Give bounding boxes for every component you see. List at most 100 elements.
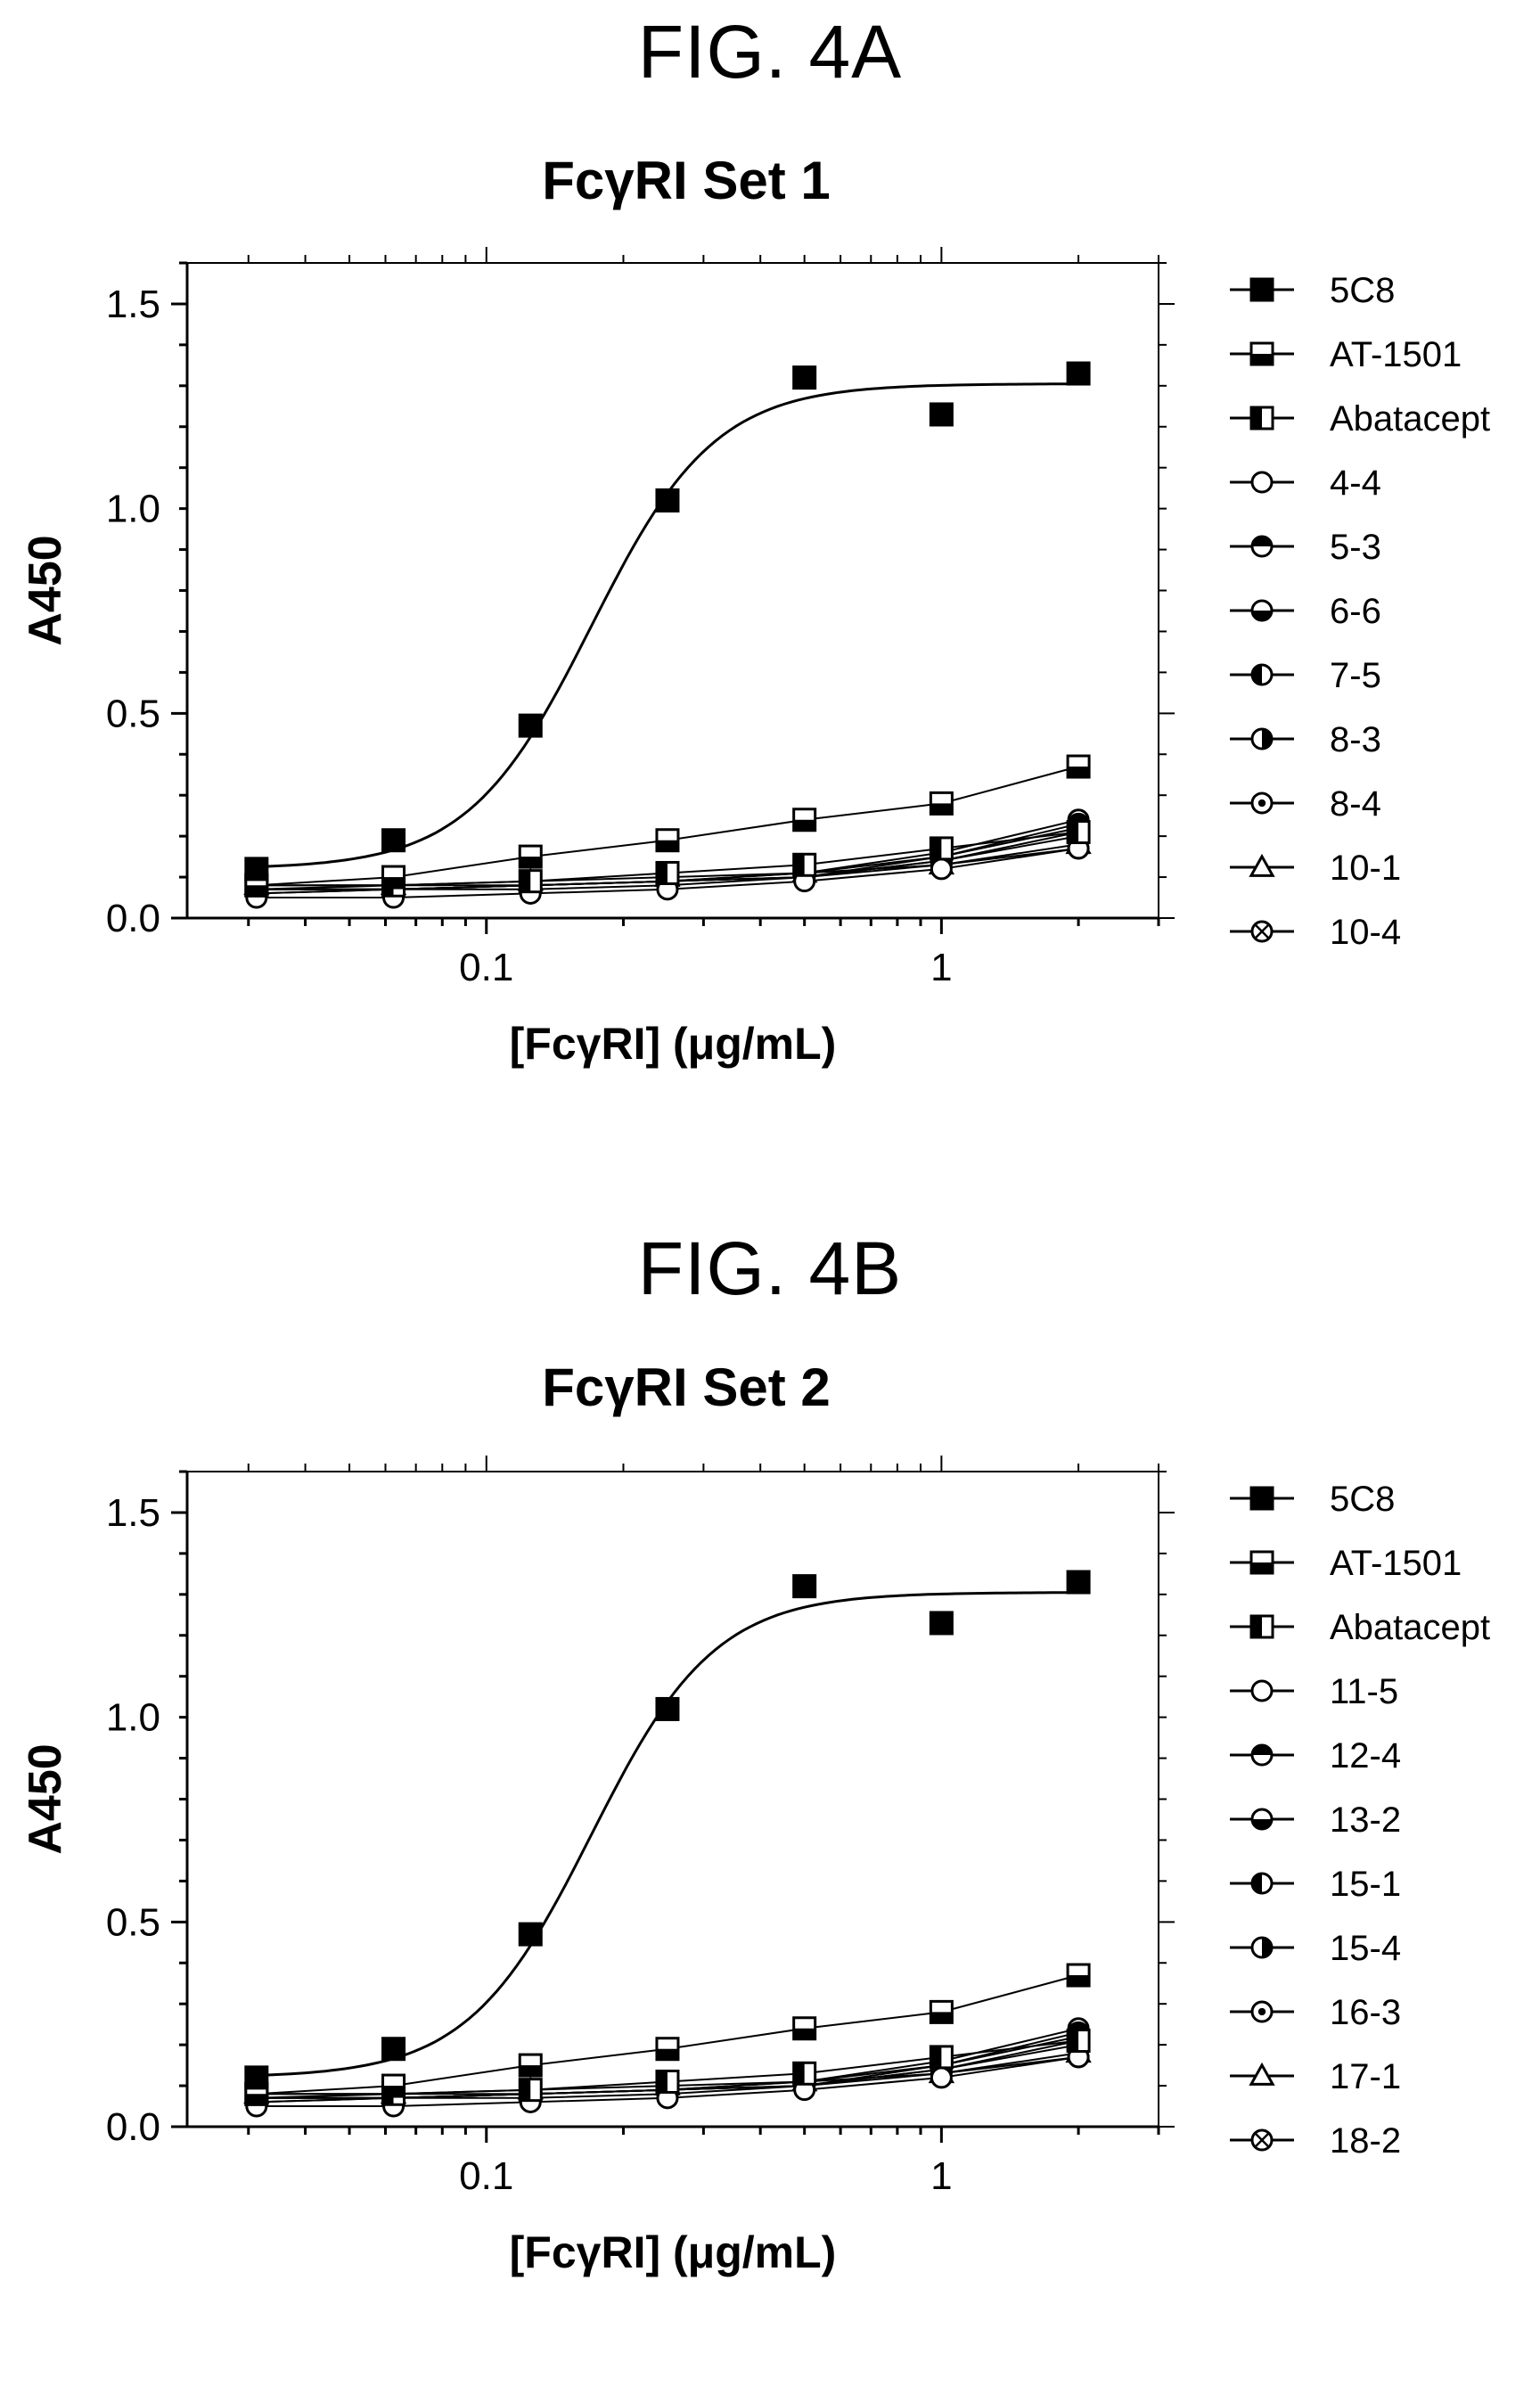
- legend-label: 8-3: [1330, 720, 1381, 759]
- legend-item-abatacept: Abatacept: [1230, 399, 1490, 439]
- legend-marker: [1249, 1614, 1274, 1639]
- legend-marker: [1250, 1936, 1274, 1959]
- data-point-at-1501: [792, 2016, 817, 2041]
- data-point-5c8: [1066, 1570, 1091, 1595]
- legend-marker: [1249, 2062, 1275, 2086]
- legend-marker: [1250, 727, 1274, 750]
- legend: 5C8 AT-1501 Abatacept 11-5 12-4 13-2 15-1 15-4 1…: [1230, 1480, 1490, 2161]
- legend-item-5c8: 5C8: [1230, 271, 1395, 310]
- data-point-5c8: [655, 488, 680, 513]
- legend-label: AT-1501: [1330, 335, 1462, 374]
- legend-label: 4-4: [1330, 463, 1381, 503]
- legend-marker: [1250, 1808, 1274, 1831]
- legend-item-at-1501: AT-1501: [1230, 1544, 1462, 1583]
- figure-label-4a: FIG. 4A: [637, 10, 903, 94]
- legend-label: 15-4: [1330, 1929, 1401, 1968]
- data-point-at-1501: [792, 808, 817, 832]
- legend-label: AT-1501: [1330, 1544, 1462, 1583]
- legend-label: 12-4: [1330, 1736, 1401, 1776]
- x-tick-label: 1: [930, 2154, 952, 2198]
- legend-item-12-4: 12-4: [1230, 1736, 1401, 1776]
- legend-label: 5C8: [1330, 271, 1395, 310]
- x-tick-label: 0.1: [459, 2154, 513, 2198]
- legend-item-7-5: 7-5: [1230, 656, 1381, 695]
- chart-fcgri-set-2: 0.0 0.5 1.0 1.5 0.1 1 [FcγRI] (μg/mL) A450 5C8 AT…: [20, 1456, 1490, 2277]
- data-point-at-1501: [518, 844, 543, 869]
- legend-label: 15-1: [1330, 1865, 1401, 1904]
- data-point-4-4: [930, 857, 953, 881]
- y-tick-label: 1.5: [106, 283, 160, 326]
- legend-item-4-4: 4-4: [1230, 463, 1381, 503]
- y-tick-label: 1.5: [106, 1491, 160, 1535]
- data-point-5c8: [1066, 361, 1091, 386]
- fit-curves: [256, 1591, 1079, 2107]
- data-point-at-1501: [1066, 754, 1091, 779]
- legend-item-10-1: 10-1: [1230, 849, 1401, 888]
- data-point-abatacept: [1066, 820, 1091, 845]
- legend-label: 17-1: [1330, 2057, 1401, 2096]
- legend-label: 13-2: [1330, 1800, 1401, 1840]
- legend-item-8-3: 8-3: [1230, 720, 1381, 759]
- y-axis-label: A450: [20, 535, 71, 645]
- legend-item-at-1501: AT-1501: [1230, 335, 1462, 374]
- legend-marker: [1250, 2000, 1274, 2023]
- legend-item-10-4: 10-4: [1230, 913, 1401, 952]
- legend-item-15-1: 15-1: [1230, 1865, 1401, 1904]
- legend-item-5-3: 5-3: [1230, 528, 1381, 567]
- legend-item-6-6: 6-6: [1230, 592, 1381, 631]
- y-tick-label: 0.0: [106, 2105, 160, 2149]
- data-point-at-1501: [1066, 1963, 1091, 1988]
- data-point-5c8: [929, 402, 954, 427]
- legend-item-11-5: 11-5: [1230, 1672, 1398, 1711]
- legend-marker: [1250, 1743, 1274, 1767]
- data-point-5c8: [518, 1922, 543, 1947]
- data-point-at-1501: [381, 2073, 406, 2098]
- data-point-5c8: [244, 2065, 269, 2090]
- data-point-5c8: [518, 713, 543, 738]
- legend-label: 10-1: [1330, 849, 1401, 888]
- legend-marker: [1249, 406, 1274, 431]
- y-tick-label: 0.5: [106, 1900, 160, 1944]
- legend-marker: [1249, 277, 1274, 302]
- data-point-at-1501: [929, 791, 954, 816]
- chart-title-set-1: FcγRI Set 1: [542, 151, 831, 210]
- legend-marker: [1250, 535, 1274, 558]
- y-tick-label: 1.0: [106, 1696, 160, 1740]
- y-axis-label: A450: [20, 1743, 71, 1854]
- data-point-abatacept: [1066, 2029, 1091, 2054]
- data-point-at-1501: [381, 865, 406, 890]
- legend-item-15-4: 15-4: [1230, 1929, 1401, 1968]
- legend-label: 5C8: [1330, 1480, 1395, 1519]
- x-tick-label: 1: [930, 946, 952, 989]
- data-point-abatacept: [792, 852, 817, 877]
- data-point-abatacept: [792, 2061, 817, 2086]
- legend-label: 16-3: [1330, 1993, 1401, 2032]
- data-point-at-1501: [929, 1999, 954, 2024]
- data-point-abatacept: [655, 2069, 680, 2094]
- legend-marker: [1249, 1486, 1274, 1511]
- data-point-abatacept: [929, 2045, 954, 2070]
- data-point-11-5: [930, 2066, 953, 2089]
- fit-curves: [256, 382, 1079, 898]
- data-point-5c8: [381, 828, 406, 853]
- legend-item-17-1: 17-1: [1230, 2057, 1401, 2096]
- y-tick-label: 0.5: [106, 692, 160, 735]
- data-point-5c8: [244, 857, 269, 882]
- data-point-5c8: [792, 1574, 817, 1599]
- legend-marker: [1250, 471, 1274, 494]
- x-axis-label: [FcγRI] (μg/mL): [510, 1019, 837, 1069]
- legend-item-8-4: 8-4: [1230, 784, 1381, 824]
- data-point-abatacept: [655, 860, 680, 885]
- data-point-5c8: [929, 1611, 954, 1636]
- legend-marker: [1250, 1872, 1274, 1895]
- legend-marker: [1250, 791, 1274, 815]
- legend-label: Abatacept: [1330, 399, 1490, 439]
- y-tick-label: 0.0: [106, 897, 160, 940]
- y-tick-label: 1.0: [106, 488, 160, 531]
- data-point-at-1501: [655, 828, 680, 853]
- legend-label: 10-4: [1330, 913, 1401, 952]
- data-point-abatacept: [518, 2078, 543, 2103]
- legend-item-5c8: 5C8: [1230, 1480, 1395, 1519]
- legend-marker: [1249, 853, 1275, 877]
- figure-label-4b: FIG. 4B: [637, 1226, 903, 1310]
